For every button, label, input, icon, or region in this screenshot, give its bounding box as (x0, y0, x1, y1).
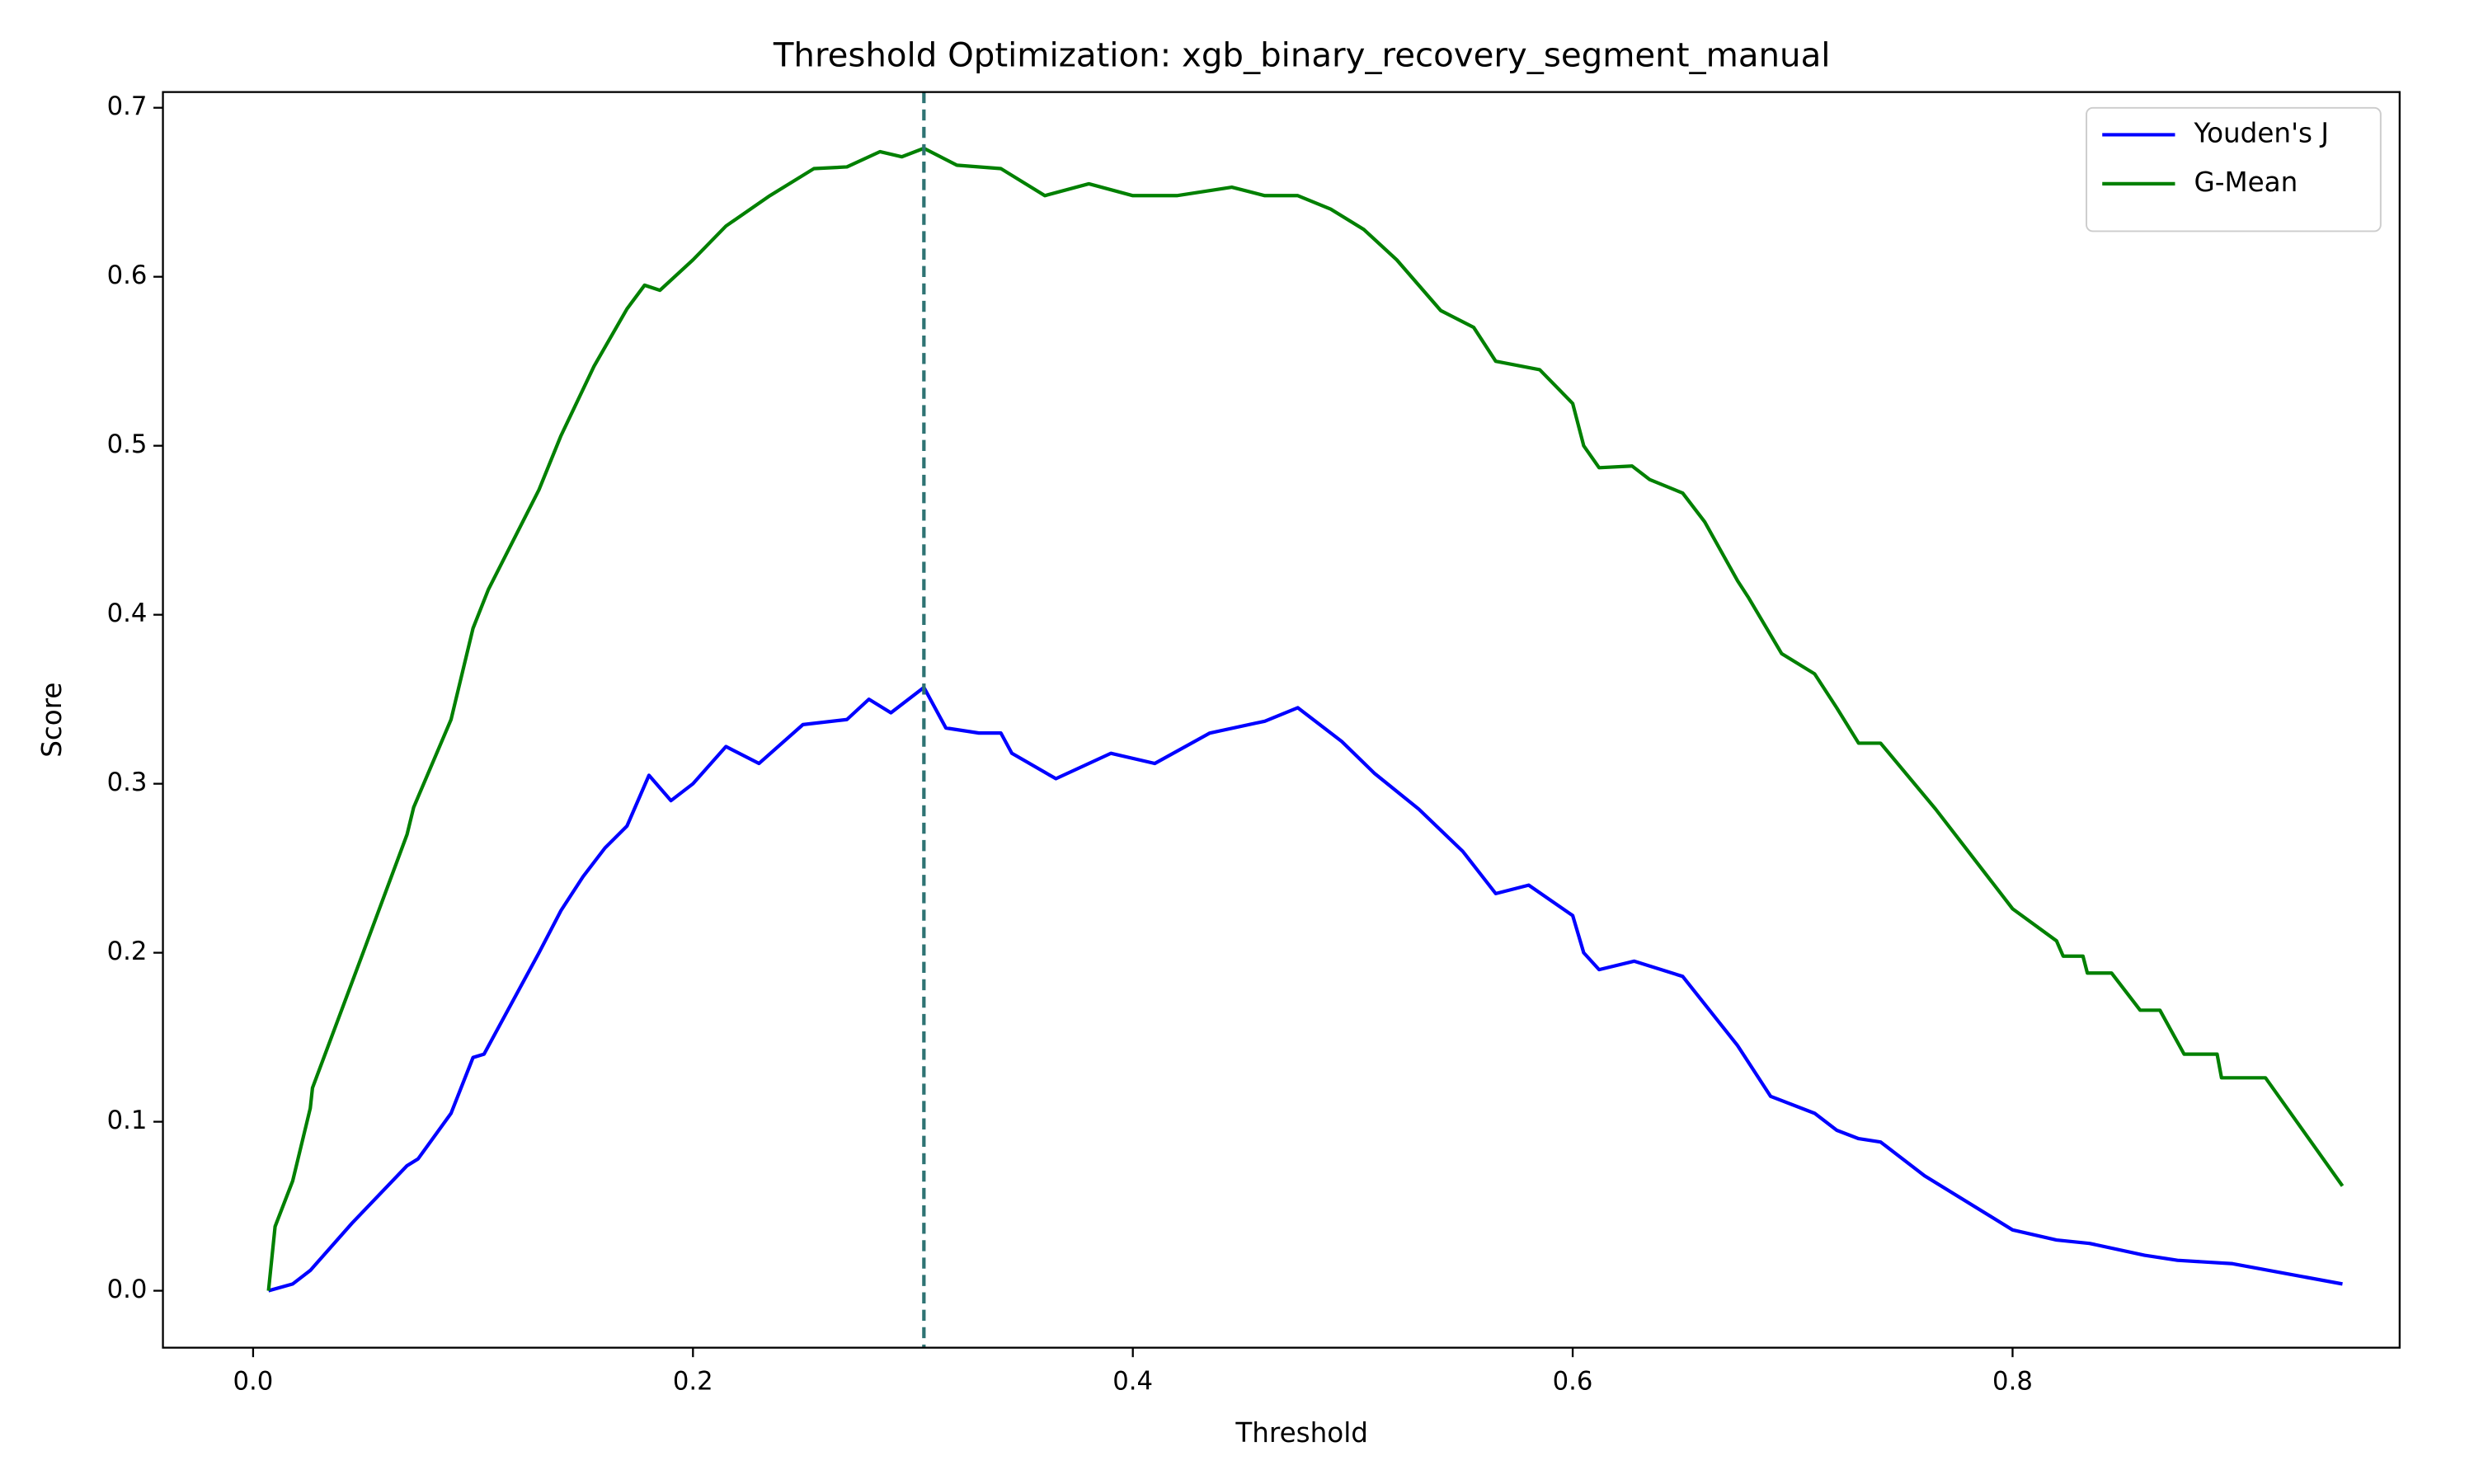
y-tick-label: 0.2 (107, 937, 148, 966)
x-tick-label: 0.2 (673, 1367, 713, 1396)
y-tick-label: 0.5 (107, 430, 148, 459)
x-tick-label: 0.4 (1112, 1367, 1153, 1396)
x-tick-label: 0.8 (1992, 1367, 2033, 1396)
plot-frame (162, 91, 2401, 1349)
y-axis-label: Score (36, 682, 68, 757)
y-tick-label: 0.3 (107, 768, 148, 797)
y-tick-label: 0.7 (107, 92, 148, 121)
x-tick-label: 0.0 (233, 1367, 274, 1396)
series-line (266, 146, 2345, 1291)
y-tick-label: 0.0 (107, 1275, 148, 1304)
legend-label: G-Mean (2194, 167, 2298, 198)
legend-box (2086, 106, 2382, 232)
y-tick-label: 0.4 (107, 599, 148, 628)
x-tick-label: 0.6 (1553, 1367, 1593, 1396)
legend: Youden's J G-Mean (2086, 106, 2382, 232)
x-axis-label: Threshold (1235, 1417, 1368, 1449)
y-tick-label: 0.1 (107, 1106, 148, 1135)
legend-label: Youden's J (2193, 117, 2329, 148)
series-line (268, 685, 2343, 1293)
chart-title: Threshold Optimization: xgb_binary_recov… (773, 36, 1831, 74)
y-tick-label: 0.6 (107, 261, 148, 290)
